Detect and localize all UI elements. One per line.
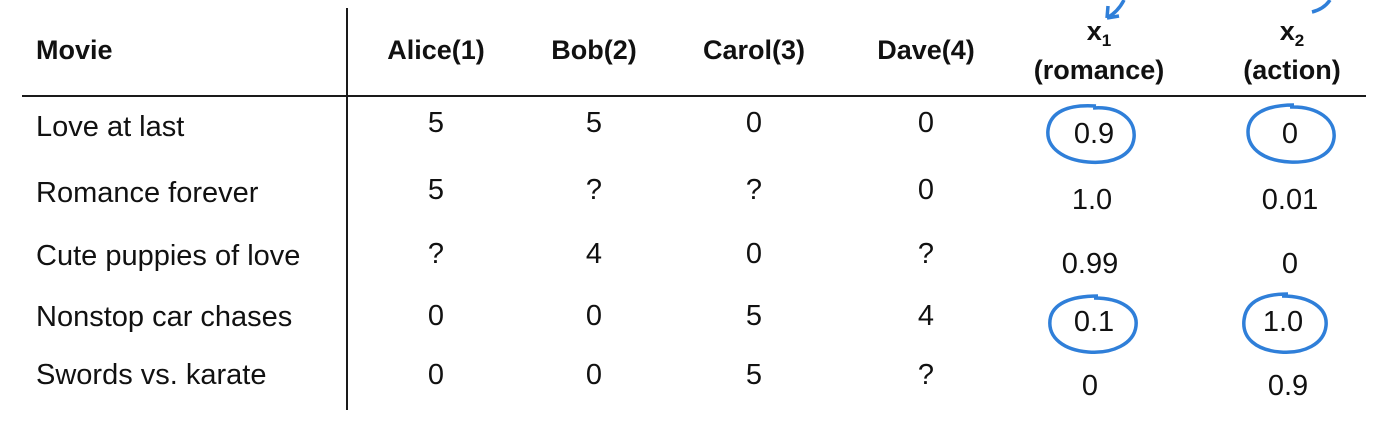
rating-cell: 0 — [585, 300, 603, 332]
rating-cell: 0 — [427, 359, 445, 391]
feature-cell: 1.0 — [1071, 184, 1113, 216]
feature-cell: 0.9 — [1267, 370, 1309, 402]
rating-cell: 5 — [745, 300, 763, 332]
movie-title: Cute puppies of love — [36, 240, 301, 272]
rating-cell: ? — [917, 238, 935, 270]
circle-annotation — [1246, 103, 1336, 164]
rating-cell: 0 — [917, 174, 935, 206]
circle-annotation — [1046, 103, 1136, 165]
header-user-bob: Bob(2) — [551, 35, 637, 65]
movie-title: Swords vs. karate — [36, 359, 267, 391]
movie-title: Romance forever — [36, 177, 259, 209]
feature-cell: 0 — [1281, 118, 1299, 150]
feature-cell: 0 — [1081, 370, 1099, 402]
header-feature-x2-symbol: x2 — [1279, 16, 1305, 50]
rating-cell: 4 — [917, 300, 935, 332]
rating-cell: ? — [917, 359, 935, 391]
rating-cell: 0 — [745, 238, 763, 270]
header-feature-x1-label: (romance) — [1033, 55, 1165, 85]
feature-cell: 0 — [1281, 248, 1299, 280]
rating-cell: 5 — [585, 107, 603, 139]
rating-cell: 5 — [427, 107, 445, 139]
arrow-annotation — [1311, 0, 1332, 14]
column-divider — [346, 8, 348, 410]
rating-cell: 5 — [427, 174, 445, 206]
rating-cell: ? — [427, 238, 445, 270]
header-feature-x2-label: (action) — [1243, 55, 1341, 85]
feature-cell: 1.0 — [1262, 306, 1304, 338]
circle-annotation — [1048, 294, 1138, 354]
rating-cell: 0 — [917, 107, 935, 139]
feature-cell: 0.9 — [1073, 118, 1115, 150]
header-user-alice: Alice(1) — [387, 35, 485, 65]
header-user-dave: Dave(4) — [877, 35, 975, 65]
rating-cell: 5 — [745, 359, 763, 391]
header-divider — [22, 95, 1366, 97]
rating-cell: 4 — [585, 238, 603, 270]
rating-cell: 0 — [745, 107, 763, 139]
arrow-annotation — [1105, 0, 1126, 20]
feature-cell: 0.01 — [1261, 184, 1319, 216]
rating-cell: ? — [745, 174, 763, 206]
rating-cell: ? — [585, 174, 603, 206]
rating-cell: 0 — [427, 300, 445, 332]
header-movie: Movie — [36, 35, 113, 65]
movie-title: Love at last — [36, 111, 185, 143]
circle-annotation — [1242, 292, 1328, 354]
feature-cell: 0.1 — [1073, 306, 1115, 338]
rating-cell: 0 — [585, 359, 603, 391]
header-feature-x1-symbol: x1 — [1086, 16, 1112, 50]
header-user-carol: Carol(3) — [702, 35, 806, 65]
movie-title: Nonstop car chases — [36, 301, 293, 333]
feature-cell: 0.99 — [1061, 248, 1119, 280]
